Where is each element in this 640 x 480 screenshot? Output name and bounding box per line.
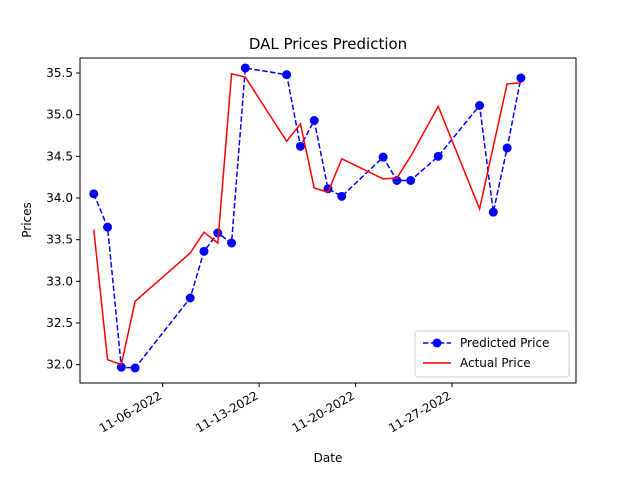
- legend-actual-label: Actual Price: [460, 356, 531, 370]
- legend: Predicted Price Actual Price: [414, 330, 570, 378]
- series-layer: [89, 63, 526, 373]
- predicted-price-point: [337, 191, 347, 201]
- predicted-price-point: [502, 143, 512, 153]
- predicted-price-point: [89, 189, 99, 199]
- y-tick-label: 34.5: [46, 149, 73, 163]
- predicted-price-point: [475, 101, 485, 110]
- predicted-price-point: [130, 363, 140, 373]
- x-axis-label: Date: [314, 451, 343, 465]
- predicted-price-point: [309, 116, 319, 125]
- actual-price-line: [93, 72, 521, 366]
- predicted-price-point: [213, 228, 223, 238]
- plot-frame: [79, 57, 577, 384]
- predicted-price-point: [227, 238, 237, 248]
- y-axis-label: Prices: [20, 202, 34, 238]
- x-tick-label: 11-27-2022: [386, 388, 453, 435]
- predicted-price-line: [93, 67, 522, 369]
- predicted-price-point: [378, 152, 388, 162]
- y-tick-label: 35.0: [46, 108, 73, 122]
- predicted-price-point: [433, 151, 443, 161]
- predicted-price-point: [185, 293, 195, 303]
- y-tick-label: 32.0: [46, 358, 73, 372]
- y-tick-label: 33.0: [46, 274, 73, 288]
- legend-box: [414, 330, 570, 378]
- legend-predicted-label: Predicted Price: [460, 336, 549, 350]
- predicted-price-point: [103, 222, 113, 232]
- x-tick-label: 11-13-2022: [193, 388, 260, 435]
- y-tick-label: 32.5: [46, 316, 73, 330]
- legend-predicted-marker: [432, 338, 442, 348]
- y-tick-label: 33.5: [46, 233, 73, 247]
- x-axis: 11-06-2022 11-13-2022 11-20-2022 11-27-2022: [97, 383, 454, 435]
- predicted-price-point: [295, 141, 305, 151]
- y-tick-label: 34.0: [46, 191, 73, 205]
- predicted-price-point: [516, 73, 526, 83]
- y-tick-label: 35.5: [46, 66, 73, 80]
- predicted-price-point: [199, 246, 209, 256]
- y-axis: 32.0 32.5 33.0 33.5 34.0 34.5 35.0 35.5: [46, 66, 80, 372]
- predicted-price-point: [116, 362, 126, 372]
- predicted-price-point: [282, 70, 292, 80]
- predicted-price-point: [488, 207, 498, 217]
- predicted-price-point: [240, 63, 250, 73]
- x-tick-label: 11-20-2022: [290, 388, 357, 435]
- x-tick-label: 11-06-2022: [97, 388, 164, 435]
- predicted-price-point: [406, 176, 416, 185]
- chart-title: DAL Prices Prediction: [249, 35, 407, 53]
